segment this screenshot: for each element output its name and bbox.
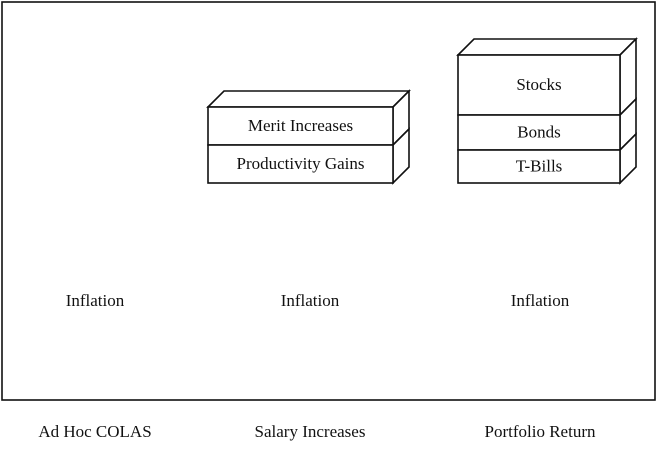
box-label: Bonds (517, 122, 560, 141)
column-caption: Portfolio Return (485, 422, 596, 441)
box-label: T-Bills (516, 156, 563, 175)
box-label: Merit Increases (248, 116, 353, 135)
box-front (207, 144, 394, 184)
box-top (456, 38, 638, 56)
base-label: Inflation (66, 291, 125, 310)
base-label: Inflation (281, 291, 340, 310)
box-front (457, 114, 621, 151)
box-top (206, 90, 411, 108)
box-label: Stocks (516, 75, 561, 94)
box-front (457, 149, 621, 184)
column-caption: Ad Hoc COLAS (38, 422, 151, 441)
base-label: Inflation (511, 291, 570, 310)
box-front (457, 54, 621, 116)
box-front (207, 106, 394, 146)
column-caption: Salary Increases (255, 422, 366, 441)
box-label: Productivity Gains (237, 154, 365, 173)
frame (1, 1, 656, 401)
